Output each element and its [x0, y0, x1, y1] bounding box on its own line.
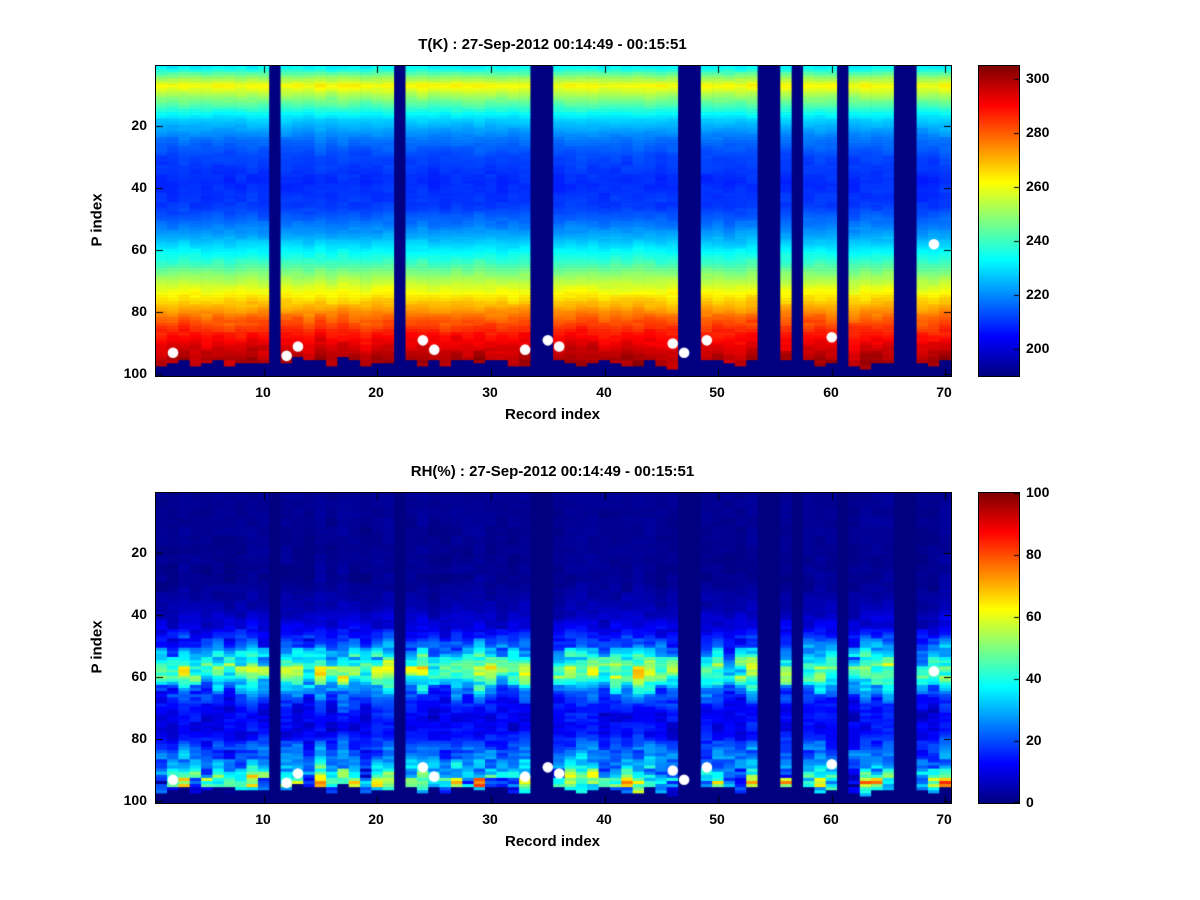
colorbar-tick-label: 280 [1026, 124, 1050, 140]
humidity-heatmap-canvas [156, 493, 951, 803]
y-tick-label: 60 [131, 241, 147, 257]
x-tick-label: 50 [709, 811, 725, 827]
humidity-x-axis-label: Record index [504, 833, 601, 850]
x-tick-label: 50 [709, 384, 725, 400]
y-tick-label: 40 [131, 179, 147, 195]
colorbar-tick-label: 260 [1026, 178, 1050, 194]
x-tick-label: 60 [823, 384, 839, 400]
x-tick-label: 40 [596, 811, 612, 827]
colorbar-tick-label: 300 [1026, 70, 1050, 86]
y-tick-label: 40 [131, 606, 147, 622]
temperature-x-axis-label: Record index [504, 406, 601, 423]
x-tick-label: 20 [368, 811, 384, 827]
x-tick-label: 10 [255, 384, 271, 400]
colorbar-tick-label: 220 [1026, 286, 1050, 302]
humidity-heatmap-axes [155, 492, 952, 804]
y-tick-label: 80 [131, 730, 147, 746]
y-tick-label: 100 [123, 792, 147, 808]
colorbar-tick-label: 240 [1026, 232, 1050, 248]
colorbar-tick-label: 0 [1026, 794, 1034, 810]
x-tick-label: 20 [368, 384, 384, 400]
humidity-y-axis-label: P index [88, 620, 106, 674]
humidity-plot-title: RH(%) : 27-Sep-2012 00:14:49 - 00:15:51 [410, 463, 695, 480]
colorbar-tick-label: 100 [1026, 484, 1050, 500]
colorbar-tick-label: 40 [1026, 670, 1042, 686]
x-tick-label: 10 [255, 811, 271, 827]
temperature-heatmap-canvas [156, 66, 951, 376]
x-tick-label: 70 [936, 384, 952, 400]
y-tick-label: 60 [131, 668, 147, 684]
temperature-plot-title: T(K) : 27-Sep-2012 00:14:49 - 00:15:51 [418, 36, 687, 53]
colorbar-tick-label: 80 [1026, 546, 1042, 562]
x-tick-label: 70 [936, 811, 952, 827]
y-tick-label: 80 [131, 303, 147, 319]
temperature-colorbar-canvas [979, 66, 1019, 376]
colorbar-tick-label: 60 [1026, 608, 1042, 624]
temperature-heatmap-axes [155, 65, 952, 377]
y-tick-label: 100 [123, 365, 147, 381]
colorbar-tick-label: 200 [1026, 340, 1050, 356]
x-tick-label: 60 [823, 811, 839, 827]
humidity-colorbar [978, 492, 1020, 804]
temperature-y-axis-label: P index [88, 193, 106, 247]
y-tick-label: 20 [131, 117, 147, 133]
humidity-colorbar-canvas [979, 493, 1019, 803]
x-tick-label: 40 [596, 384, 612, 400]
temperature-colorbar [978, 65, 1020, 377]
x-tick-label: 30 [482, 811, 498, 827]
y-tick-label: 20 [131, 544, 147, 560]
colorbar-tick-label: 20 [1026, 732, 1042, 748]
x-tick-label: 30 [482, 384, 498, 400]
